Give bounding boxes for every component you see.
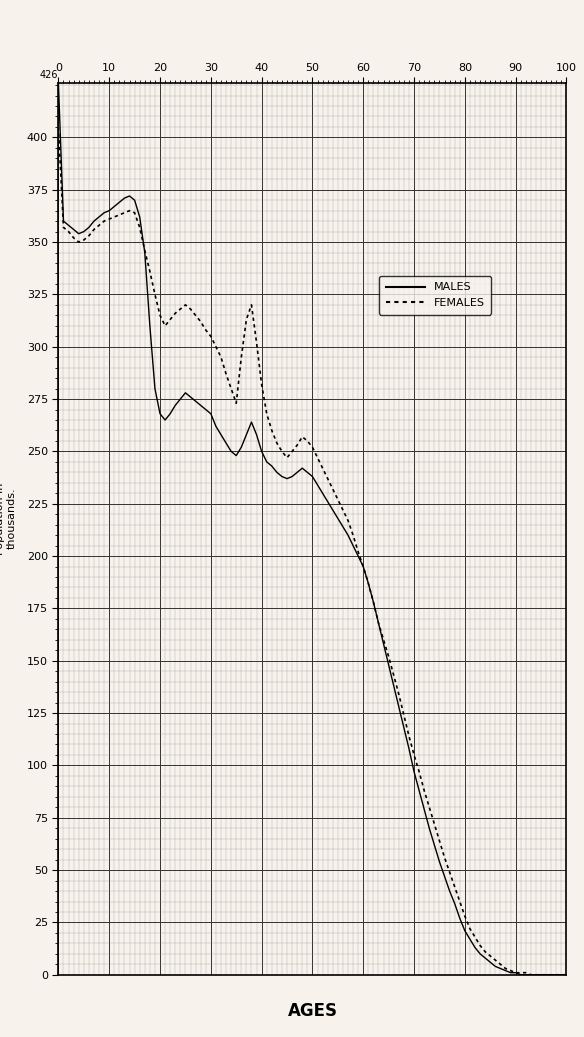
- Legend: MALES, FEMALES: MALES, FEMALES: [379, 276, 491, 314]
- Text: 426: 426: [40, 69, 58, 80]
- Text: Population in
thousands.: Population in thousands.: [0, 482, 16, 555]
- Text: AGES: AGES: [287, 1002, 338, 1020]
